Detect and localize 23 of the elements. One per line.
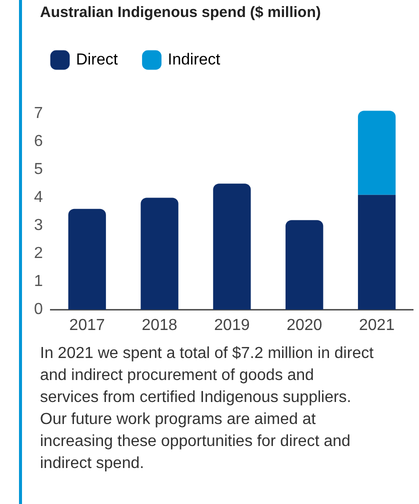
- legend-label: Direct: [76, 51, 118, 68]
- bar: [140, 198, 178, 310]
- x-tick-label: 2018: [142, 316, 178, 334]
- y-tick-label: 7: [34, 105, 43, 122]
- y-tick-label: 4: [34, 189, 43, 206]
- bar: [68, 208, 106, 310]
- y-tick-label: 2: [34, 245, 43, 262]
- chart-title: Australian Indigenous spend ($ million): [40, 4, 321, 21]
- bar: [213, 184, 251, 310]
- x-tick-label: 2021: [358, 316, 395, 334]
- bar: [358, 110, 396, 195]
- x-tick-label: 2019: [214, 316, 250, 334]
- text: In 2021 we spent a total of $7.2 million in direct and indirect procurement of goods and services from certified Indigenous suppliers. Our future work programs are aimed at increasing these opportunities for direct and indirect spend.: [40, 344, 375, 474]
- x-tick-label: 2020: [286, 316, 322, 334]
- y-tick-label: 6: [34, 133, 43, 150]
- x-tick-label: 2017: [69, 316, 106, 334]
- y-tick-label: 0: [34, 301, 43, 318]
- y-tick-label: 3: [34, 217, 43, 234]
- bar: [358, 194, 396, 310]
- y-tick-label: 5: [34, 161, 43, 178]
- bar: [286, 220, 324, 310]
- y-tick-label: 1: [34, 273, 43, 290]
- legend-label: Indirect: [168, 51, 221, 68]
